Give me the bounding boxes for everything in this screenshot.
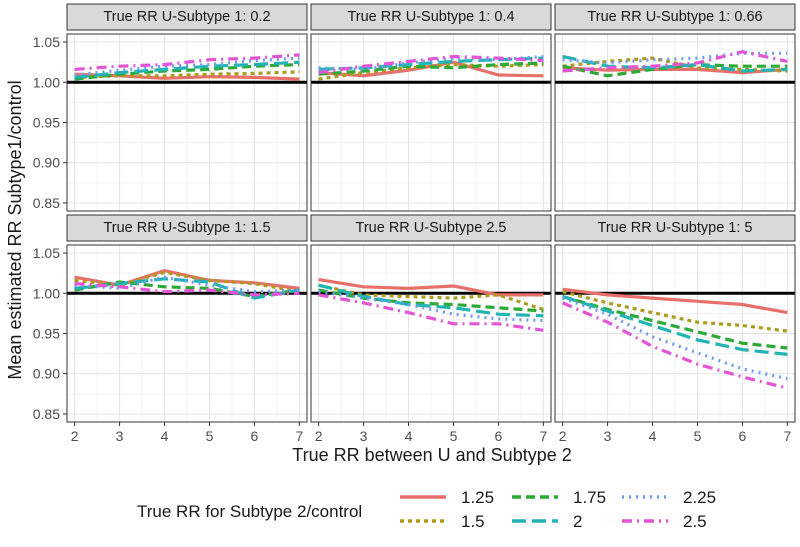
- y-tick-label: 1.05: [33, 245, 60, 261]
- series-line-2: [318, 56, 544, 71]
- series-line-2: [74, 277, 300, 300]
- facet-panel: True RR U-Subtype 1: 1.5 0.85 0.90 0.95 1.00…: [33, 214, 308, 444]
- y-tick-label: 0.95: [33, 115, 60, 131]
- series-line-1-25: [562, 287, 788, 315]
- x-tick-label: 7: [783, 428, 791, 444]
- facet-strip: [554, 214, 796, 242]
- facet-panel: True RR U-Subtype 1: 0.2 0.85 0.90 0.95 1.00…: [33, 3, 308, 212]
- legend-label: 2.5: [683, 512, 707, 531]
- series-line-1-25: [318, 278, 544, 297]
- facet-title: True RR U-Subtype 1: 0.4: [347, 9, 514, 25]
- y-tick-label: 0.90: [33, 155, 60, 171]
- series-line-1-5: [562, 56, 788, 73]
- x-tick-label: 2: [559, 428, 567, 444]
- series-line-1-5: [562, 290, 788, 333]
- series-line-2: [74, 60, 300, 79]
- x-tick-label: 4: [161, 428, 169, 444]
- x-axis-title: True RR between U and Subtype 2: [292, 445, 572, 465]
- legend-label: 2: [573, 512, 582, 531]
- panels-layer: True RR U-Subtype 1: 0.2 0.85 0.90 0.95 1.00…: [33, 3, 796, 444]
- series-line-2-25: [74, 275, 300, 294]
- y-tick-label: 1.00: [33, 285, 60, 301]
- x-tick-label: 3: [116, 428, 124, 444]
- series-line-2-5: [74, 282, 300, 297]
- x-tick-label: 4: [405, 428, 413, 444]
- series-line-2-5: [318, 54, 544, 75]
- facet-title: True RR U-Subtype 1: 0.2: [103, 9, 270, 25]
- facet-title: True RR U-Subtype 1: 1.5: [103, 220, 270, 236]
- facet-title: True RR U-Subtype 2.5: [356, 220, 507, 236]
- series-line-1-75: [318, 61, 544, 76]
- x-tick-label: 6: [739, 428, 747, 444]
- panel-border: [310, 244, 552, 423]
- series-line-2-5: [74, 53, 300, 71]
- series-line-1-75: [74, 63, 300, 81]
- series-line-1-75: [562, 294, 788, 350]
- x-tick-label: 7: [295, 428, 303, 444]
- series-line-1-5: [74, 270, 300, 294]
- legend-label: 2.25: [683, 488, 716, 507]
- facet-strip: [66, 3, 308, 31]
- x-tick-label: 7: [539, 428, 547, 444]
- series-line-2-25: [74, 56, 300, 77]
- facet-strip: [310, 214, 552, 242]
- x-tick-label: 6: [251, 428, 259, 444]
- facet-panel: True RR U-Subtype 1: 5 2 3 4 5 6 7: [554, 214, 796, 444]
- panel-border: [310, 33, 552, 212]
- facet-title: True RR U-Subtype 1: 5: [598, 220, 753, 236]
- facet-panel: True RR U-Subtype 2.5 2 3 4 5 6 7: [310, 214, 552, 444]
- series-line-2-25: [318, 290, 544, 323]
- x-tick-label: 3: [360, 428, 368, 444]
- x-tick-label: 2: [71, 428, 79, 444]
- y-tick-label: 0.90: [33, 366, 60, 382]
- facet-strip: [554, 3, 796, 31]
- y-tick-label: 0.85: [33, 406, 60, 422]
- y-axis-title: Mean estimated RR Subtype1/control: [5, 80, 25, 379]
- series-line-2-25: [562, 51, 788, 65]
- legend-label: 1.25: [461, 488, 494, 507]
- panel-border: [554, 33, 796, 212]
- facet-strip: [66, 214, 308, 242]
- facet-strip: [310, 3, 552, 31]
- y-tick-label: 1.00: [33, 74, 60, 90]
- panel-border: [554, 244, 796, 423]
- facet-panel: True RR U-Subtype 1: 0.66: [554, 3, 796, 212]
- facet-title: True RR U-Subtype 1: 0.66: [587, 9, 762, 25]
- x-tick-label: 5: [450, 428, 458, 444]
- series-line-2-5: [561, 301, 788, 390]
- x-tick-label: 2: [315, 428, 323, 444]
- x-tick-label: 5: [206, 428, 214, 444]
- legend-label: 1.75: [573, 488, 606, 507]
- series-line-1-5: [318, 283, 544, 311]
- x-tick-label: 4: [649, 428, 657, 444]
- legend-label: 1.5: [461, 512, 485, 531]
- series-line-1-5: [74, 70, 300, 79]
- y-tick-label: 1.05: [33, 34, 60, 50]
- legend: True RR for Subtype 2/control 1.25 1.5 1.7…: [137, 488, 716, 531]
- series-line-1-25: [74, 72, 300, 81]
- y-tick-label: 0.95: [33, 326, 60, 342]
- y-tick-label: 0.85: [33, 195, 60, 211]
- series-line-2-5: [562, 50, 788, 73]
- series-line-2-5: [318, 293, 544, 332]
- x-tick-label: 6: [495, 428, 503, 444]
- x-tick-label: 3: [604, 428, 612, 444]
- legend-title: True RR for Subtype 2/control: [137, 502, 362, 521]
- x-tick-label: 5: [694, 428, 702, 444]
- series-line-1-75: [318, 288, 544, 313]
- series-line-2: [318, 283, 544, 318]
- facet-panel: True RR U-Subtype 1: 0.4: [310, 3, 552, 212]
